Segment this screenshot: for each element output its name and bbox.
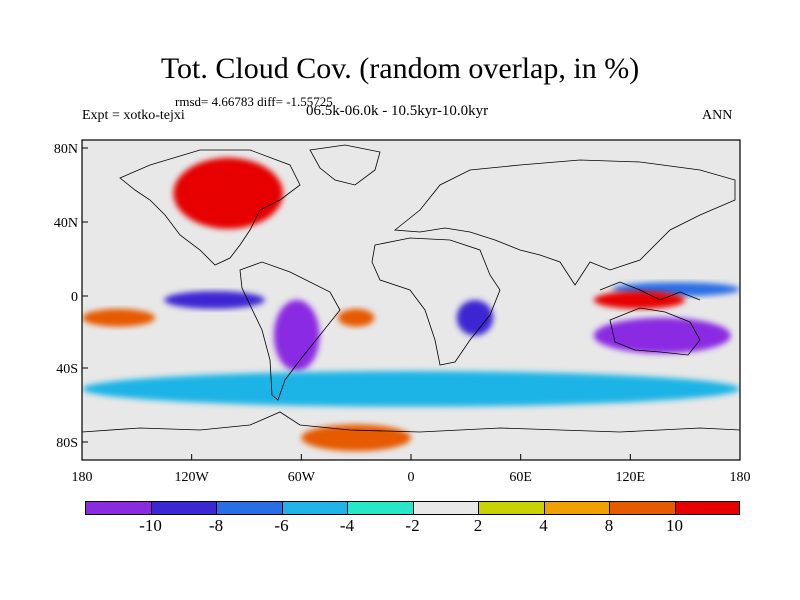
experiment-label: Expt = xotko-tejxi (82, 108, 185, 123)
anomaly-region-5 (173, 157, 284, 229)
greenland-coast (309, 144, 381, 186)
colorbar-swatch (609, 501, 675, 515)
anomaly-region-6 (337, 308, 375, 327)
x-tick-label: 120E (616, 470, 646, 485)
colorbar-swatch (412, 501, 478, 515)
x-tick-label: 60W (288, 470, 316, 485)
australia-coast (609, 307, 701, 356)
colorbar-label: -8 (208, 516, 224, 535)
anomaly-region-1 (273, 300, 320, 372)
y-tick-label: 0 (71, 290, 78, 305)
x-tick-label: 180 (730, 470, 751, 485)
colorbar-label: -2 (405, 516, 420, 535)
colorbar-swatch (150, 501, 216, 515)
colorbar-swatch (347, 501, 413, 515)
x-tick-label: 180 (72, 470, 93, 485)
colorbar-label: 4 (539, 516, 548, 535)
coastlines (82, 144, 740, 433)
colorbar-label: 10 (666, 516, 683, 535)
period-label: 06.5k-06.0k - 10.5kyr-10.0kyr (306, 103, 489, 119)
x-tick-label: 60E (509, 470, 532, 485)
y-tick-label: 40N (54, 216, 78, 231)
axis-tick-labels: 180 120W 60W 0 60E 120E 180 80N 40N 0 40S 80S (54, 142, 751, 485)
africa-coast (371, 237, 501, 366)
y-tick-label: 40S (56, 362, 78, 377)
x-tick-label: 120W (175, 470, 210, 485)
colorbar-label: 8 (604, 516, 614, 535)
anomaly-region-4 (456, 300, 494, 336)
colorbar-swatch (543, 501, 609, 515)
colorbar-label: 2 (473, 516, 483, 535)
south-america-coast (239, 261, 341, 401)
axis-ticks (81, 147, 741, 460)
colorbar-frame (85, 501, 740, 515)
eurasia-coast (393, 159, 736, 286)
colorbar-label: -4 (339, 516, 355, 535)
stats-label: rmsd= 4.66783 diff= -1.55725 (175, 94, 333, 109)
colorbar-swatch (281, 501, 347, 515)
anomaly-region-7 (593, 291, 686, 309)
colorbar-label: -10 (139, 516, 162, 535)
x-tick-label: 0 (408, 470, 415, 485)
colorbar-label: -6 (274, 516, 289, 535)
y-tick-label: 80N (54, 142, 78, 157)
anomaly-region-10 (301, 424, 411, 452)
maritime-continent-coast (599, 281, 701, 301)
colorbar-swatch (674, 501, 740, 515)
colorbar-swatch (478, 501, 544, 515)
anomaly-region-0 (164, 291, 265, 309)
antarctica-coast (82, 411, 740, 433)
y-tick-label: 80S (56, 436, 78, 451)
colorbar (85, 501, 740, 515)
plot-title: Tot. Cloud Cov. (random overlap, in %) (160, 52, 640, 85)
anomaly-region-2 (593, 317, 731, 354)
colorbar-swatch (216, 501, 282, 515)
anomaly-region-8 (82, 308, 156, 327)
north-america-coast (119, 149, 301, 266)
colorbar-swatch (85, 501, 151, 515)
anomaly-region-9 (82, 371, 740, 407)
season-label: ANN (702, 108, 733, 123)
